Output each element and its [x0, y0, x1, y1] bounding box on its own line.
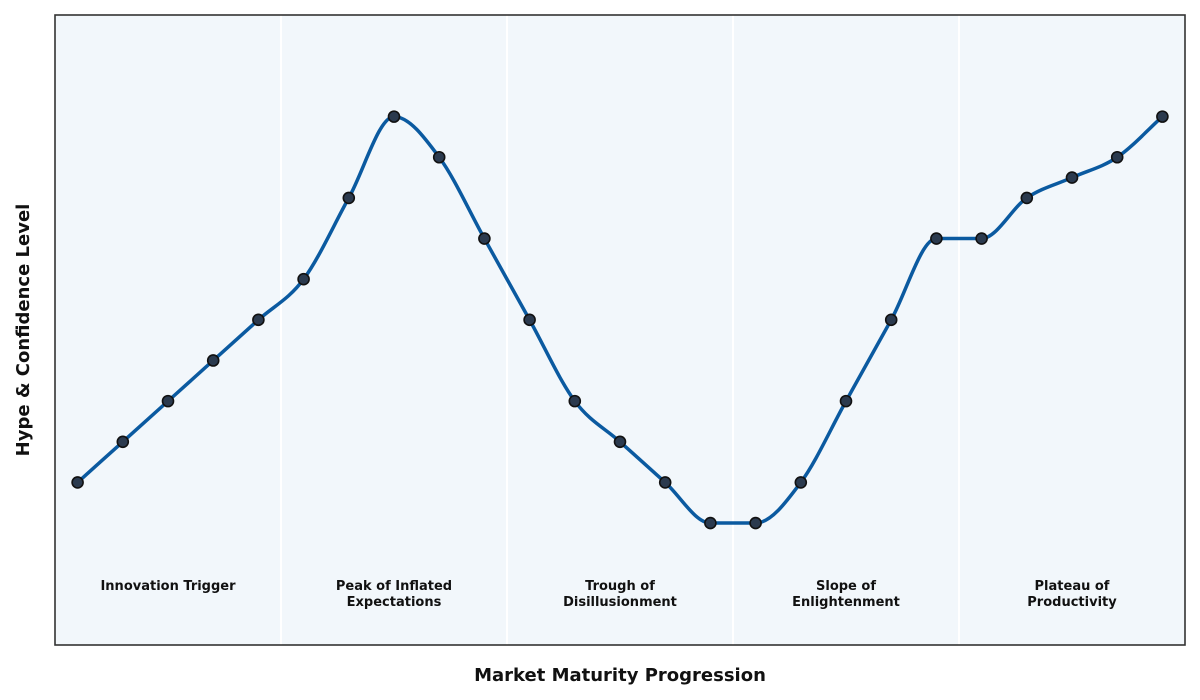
data-point-7 — [387, 110, 401, 123]
phase-label-1: Innovation Trigger — [100, 579, 236, 594]
data-point-4 — [252, 313, 265, 327]
data-point-11 — [568, 394, 582, 408]
data-point-19 — [930, 232, 943, 245]
data-point-8 — [432, 150, 446, 164]
plot-background — [55, 15, 1185, 645]
x-axis-title: Market Maturity Progression — [474, 665, 766, 686]
data-point-17 — [839, 394, 853, 408]
phase-label-3-line-1: Trough of — [585, 579, 655, 594]
phase-labels: Innovation Trigger Peak of Inflated Expect… — [100, 579, 1117, 610]
phase-label-5-line-1: Plateau of — [1035, 579, 1110, 594]
data-point-24 — [1156, 110, 1169, 123]
data-point-20 — [975, 232, 988, 245]
phase-label-4: Slope of Enlightenment — [792, 579, 900, 610]
data-point-15 — [749, 516, 762, 530]
phase-label-5: Plateau of Productivity — [1027, 579, 1117, 610]
phase-label-4-line-2: Enlightenment — [792, 595, 900, 610]
data-point-0 — [71, 476, 84, 489]
phase-label-2: Peak of Inflated Expectations — [336, 579, 452, 610]
y-axis-title: Hype & Confidence Level — [13, 204, 34, 457]
data-point-23 — [1110, 150, 1124, 164]
phase-label-2-line-1: Peak of Inflated — [336, 579, 452, 594]
data-point-9 — [478, 232, 491, 245]
data-point-1 — [116, 435, 130, 449]
phase-label-3: Trough of Disillusionment — [563, 579, 677, 610]
phase-label-2-line-2: Expectations — [347, 595, 442, 610]
data-point-2 — [161, 394, 175, 408]
data-point-18 — [884, 313, 898, 327]
phase-label-1-line-1: Innovation Trigger — [100, 579, 236, 594]
phase-label-4-line-1: Slope of — [816, 579, 876, 594]
data-point-14 — [704, 516, 717, 530]
data-point-3 — [206, 354, 220, 367]
data-point-10 — [523, 313, 536, 327]
data-point-6 — [342, 191, 356, 205]
data-point-16 — [794, 476, 808, 489]
data-point-5 — [297, 272, 310, 286]
data-point-22 — [1065, 171, 1079, 184]
data-point-21 — [1020, 191, 1034, 205]
phase-dividers — [280, 15, 960, 645]
plot-frame — [54, 14, 1186, 646]
data-point-12 — [613, 435, 627, 449]
phase-label-3-line-2: Disillusionment — [563, 595, 677, 610]
data-point-markers — [71, 110, 1169, 530]
phase-label-5-line-2: Productivity — [1027, 595, 1117, 610]
data-point-13 — [658, 476, 672, 489]
